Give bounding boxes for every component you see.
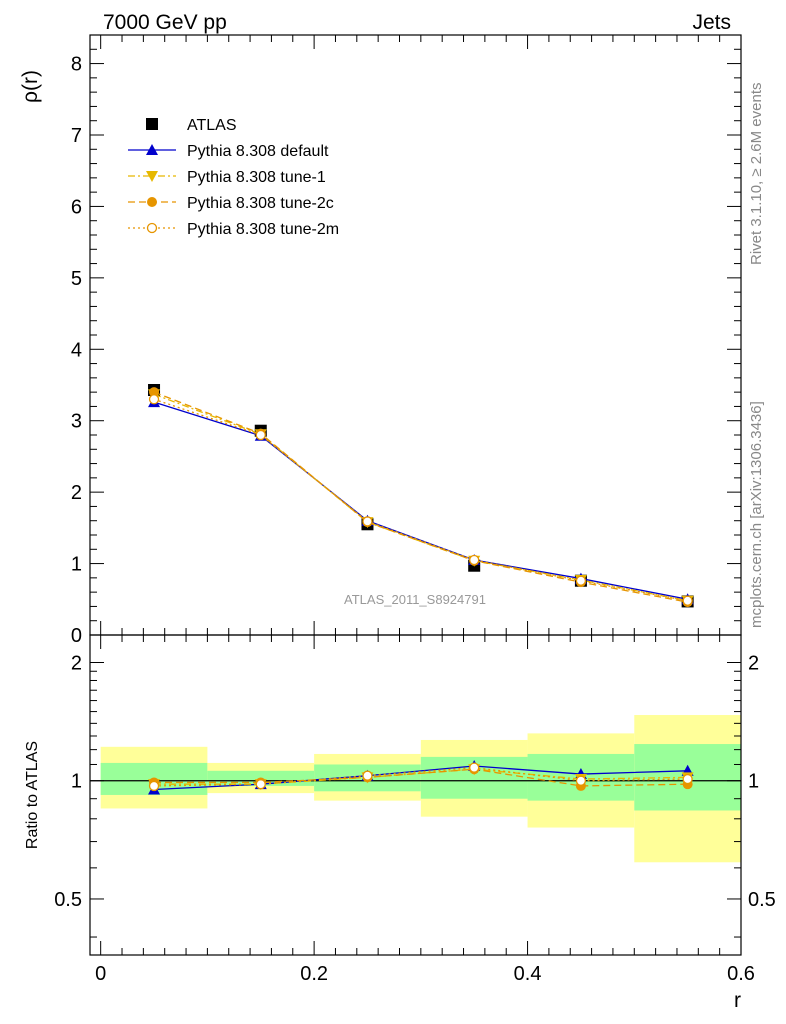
series-line	[153, 391, 688, 603]
header-right-label: Jets	[692, 11, 731, 34]
series-line	[153, 393, 688, 602]
ratio-point	[362, 770, 373, 781]
legend-entry-pythia-8-308-tune-1: Pythia 8.308 tune-1	[128, 169, 326, 186]
ratio-y-axis-label: Ratio to ATLAS	[24, 741, 41, 849]
data-point	[469, 554, 480, 566]
rivet-info-label: Rivet 3.1.10, ≥ 2.6M events	[748, 83, 765, 266]
legend-label: Pythia 8.308 tune-2c	[187, 195, 334, 212]
ratio-frame	[89, 634, 742, 956]
y-tick-label: 4	[71, 339, 82, 361]
x-axis-label: r	[734, 989, 741, 1012]
ratio-y-tick-label: 1	[71, 771, 82, 793]
ratio-panel: 0.5 0.5 1 1 2 2 0 0.2 0.4 0.6 r Ratio to ATLAS	[24, 634, 776, 1012]
y-tick-label: 5	[71, 268, 82, 290]
legend-entry-pythia-8-308-tune-2m: Pythia 8.308 tune-2m	[128, 221, 339, 238]
ratio-point	[255, 779, 266, 790]
y-tick-label: 2	[71, 482, 82, 504]
header-left-label: 7000 GeV pp	[103, 11, 227, 34]
y-tick-label: 6	[71, 196, 82, 218]
legend-entry-pythia-8-308-tune-2c: Pythia 8.308 tune-2c	[128, 195, 334, 212]
ratio-y-tick-label-right: 0.5	[748, 889, 776, 911]
y-tick-label: 0	[71, 625, 82, 647]
ratio-line	[154, 768, 688, 785]
series-line	[153, 398, 688, 602]
legend-label: Pythia 8.308 tune-2m	[187, 221, 339, 238]
y-tick-label: 1	[71, 554, 82, 576]
x-tick-label: 0.4	[514, 963, 542, 985]
legend-marker	[146, 118, 158, 130]
main-y-axis-label: ρ(r)	[19, 70, 42, 103]
series-pythia-8-308-tune-2m	[148, 394, 693, 606]
ratio-y-tick-label-right: 2	[748, 653, 759, 675]
legend-marker	[146, 144, 158, 155]
data-point	[575, 575, 587, 586]
legend-entry-pythia-8-308-default: Pythia 8.308 default	[128, 143, 329, 160]
x-tick-label: 0.2	[300, 963, 328, 985]
ratio-y-tick-label-right: 1	[748, 771, 759, 793]
ratio-point	[682, 773, 693, 785]
y-tick-label: 8	[71, 54, 82, 76]
ratio-point	[148, 780, 160, 792]
mcplots-info-label: mcplots.cern.ch [arXiv:1306.3436]	[748, 401, 765, 628]
ratio-point	[469, 762, 480, 773]
ratio-series-pythia-8-308-tune-2m	[148, 762, 693, 792]
legend-marker	[147, 197, 157, 207]
ratio-point	[575, 775, 587, 786]
data-point	[255, 429, 266, 441]
data-point	[362, 516, 373, 527]
analysis-watermark: ATLAS_2011_S8924791	[344, 592, 486, 607]
legend-label: ATLAS	[187, 117, 237, 134]
ratio-line	[154, 768, 688, 787]
data-point	[682, 595, 693, 606]
x-tick-label: 0.6	[727, 963, 755, 985]
legend-label: Pythia 8.308 default	[187, 143, 329, 160]
ratio-line	[154, 765, 688, 791]
data-point	[149, 387, 160, 398]
x-tick-label: 0	[95, 963, 106, 985]
series-pythia-8-308-tune-2c	[149, 387, 693, 608]
series-atlas	[148, 384, 694, 608]
main-panel: 0 1 2 3 4 5 6 7 8 ρ(r)	[19, 34, 742, 647]
ratio-y-tick-label: 2	[71, 653, 82, 675]
legend: ATLAS Pythia 8.308 default Pythia 8.308 tu…	[128, 117, 339, 238]
ratio-y-tick-label: 0.5	[54, 889, 82, 911]
legend-marker	[146, 171, 158, 182]
ratio-line	[154, 766, 688, 787]
legend-marker	[146, 222, 158, 234]
y-tick-label: 3	[71, 411, 82, 433]
y-tick-label: 7	[71, 125, 82, 147]
data-point	[148, 394, 160, 405]
legend-entry-atlas: ATLAS	[146, 117, 237, 134]
legend-label: Pythia 8.308 tune-1	[187, 169, 326, 186]
series-line	[153, 401, 688, 600]
series-pythia-8-308-default	[148, 396, 694, 605]
